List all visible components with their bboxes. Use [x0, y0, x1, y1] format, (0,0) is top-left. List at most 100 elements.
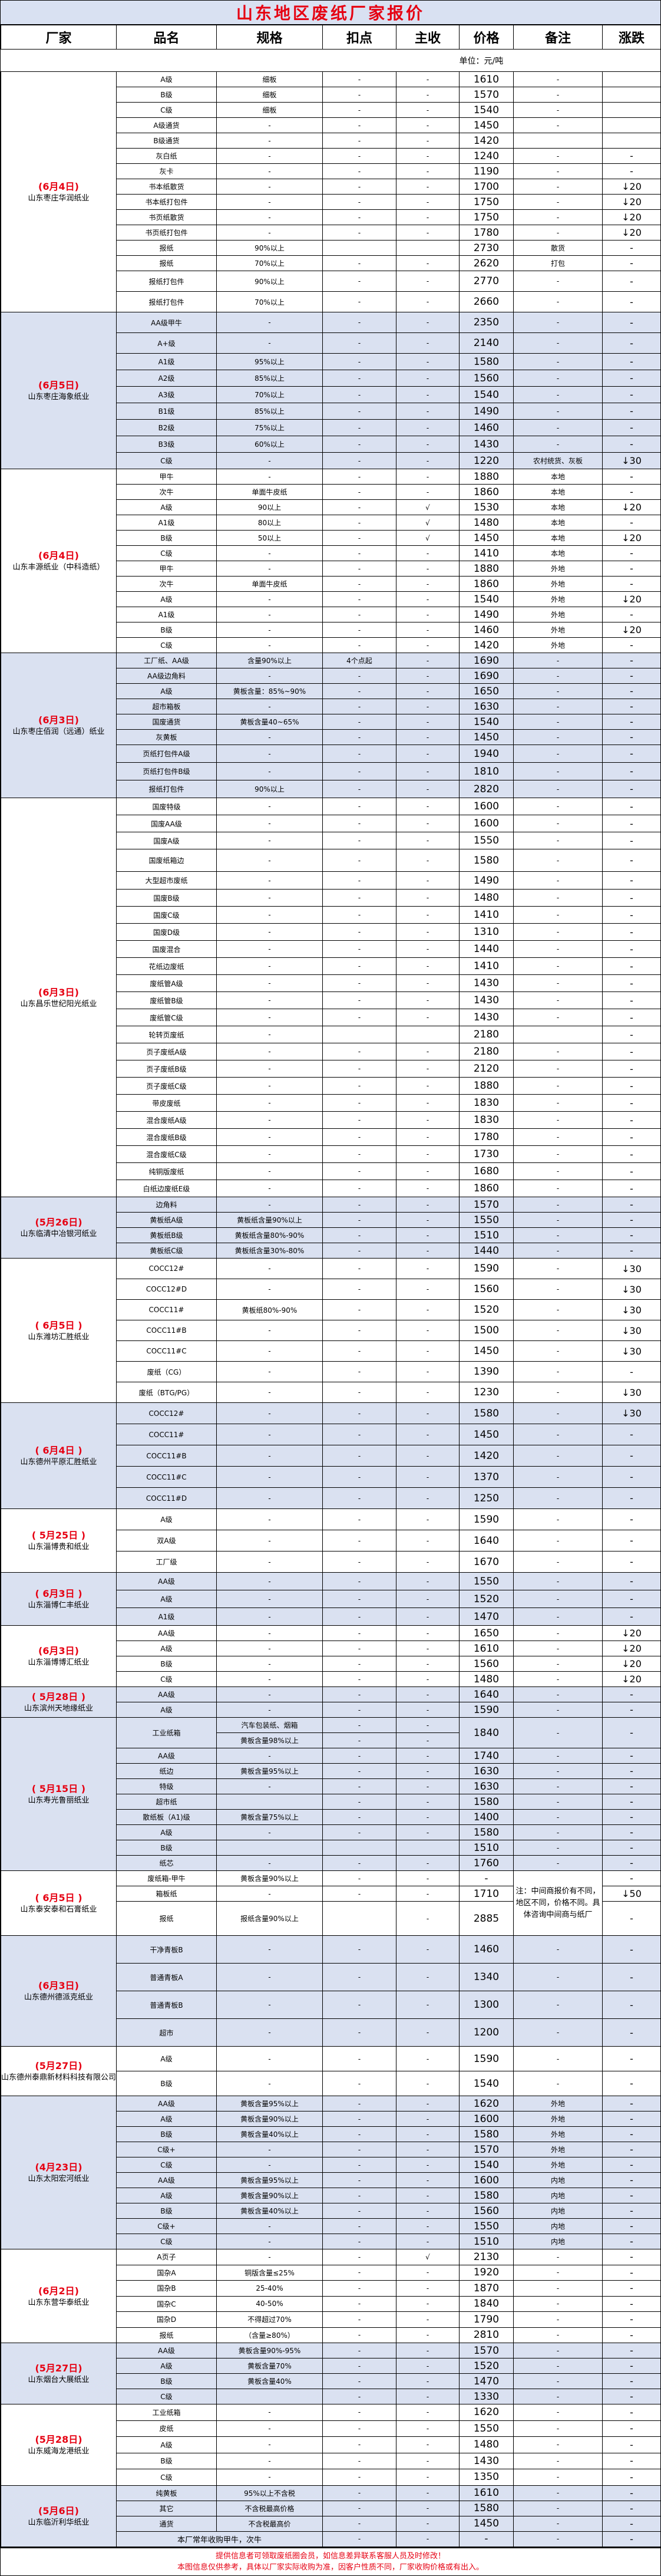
- spec: -: [216, 2142, 323, 2157]
- product-name: 国废A级: [116, 832, 217, 849]
- deduction: -: [322, 255, 396, 271]
- factory-cell: (5月26日) 山东临清中冶银河纸业: [1, 1197, 117, 1259]
- table-row: COCC11# 黄板纸80%-90% - -1520- ↓30: [1, 1299, 661, 1320]
- price: 1690: [459, 653, 514, 668]
- main-purchase: -: [396, 798, 460, 815]
- price-change: -: [602, 2249, 661, 2265]
- product-name: 纯铜版废纸: [116, 1162, 217, 1180]
- price: 1480: [459, 1671, 514, 1687]
- price: 1580: [459, 2188, 514, 2203]
- price-change: -: [602, 271, 661, 292]
- deduction: -: [322, 2046, 396, 2071]
- main-purchase: -: [396, 1077, 460, 1095]
- table-row: 次牛 单面牛皮纸 - -1860 本地 -: [1, 484, 661, 500]
- header-note: 备注: [513, 25, 603, 50]
- product-name: COCC11#D: [116, 1487, 217, 1509]
- price-change: -: [602, 1227, 661, 1243]
- product-name: 普通青板B: [116, 1991, 217, 2019]
- main-purchase: -: [396, 1732, 460, 1748]
- note: -: [513, 2420, 603, 2437]
- main-purchase: -: [396, 1009, 460, 1026]
- table-row: 国杂A 铜版含量≤25% - -1920- -: [1, 2264, 661, 2281]
- note: -: [513, 179, 603, 195]
- product-name: C级: [116, 2469, 217, 2486]
- price-change: -: [602, 1763, 661, 1779]
- deduction: -: [322, 1732, 396, 1748]
- table-row: 大型超市废纸 - - -1490- -: [1, 871, 661, 890]
- deduction: -: [322, 2157, 396, 2173]
- deduction: -: [322, 2531, 396, 2547]
- factory-cell: (5月28日) 山东威海龙港纸业: [1, 2404, 117, 2486]
- spec: 黄板含量95%以上: [216, 1763, 323, 1779]
- note: -: [513, 2389, 603, 2404]
- product-name: COCC11#B: [116, 1445, 217, 1467]
- deduction: [322, 240, 396, 256]
- note: 外地: [513, 2111, 603, 2127]
- note: -: [513, 1991, 603, 2019]
- price-change: -: [602, 370, 661, 387]
- spec: -: [216, 745, 323, 763]
- deduction: -: [322, 2404, 396, 2421]
- main-purchase: -: [396, 353, 460, 370]
- factory-name: 山东枣庄海象纸业: [28, 393, 90, 401]
- main-purchase: -: [396, 1424, 460, 1445]
- spec: -: [216, 1320, 323, 1341]
- main-purchase: -: [396, 2111, 460, 2127]
- main-purchase: [396, 1840, 460, 1856]
- spec: -: [216, 148, 323, 164]
- deduction: -: [322, 815, 396, 832]
- note: -: [513, 1145, 603, 1163]
- deduction: -: [322, 2018, 396, 2047]
- deduction: -: [322, 561, 396, 577]
- spec: 黄板纸含量90%以上: [216, 1212, 323, 1228]
- spec: 不含税最高价格: [216, 2500, 323, 2516]
- deduction: -: [322, 2343, 396, 2358]
- main-purchase: -: [396, 1361, 460, 1382]
- main-purchase: -: [396, 1607, 460, 1626]
- spec: -: [216, 2071, 323, 2096]
- price: 2885: [459, 1901, 514, 1936]
- price-change: -: [602, 515, 661, 531]
- deduction: -: [322, 1671, 396, 1687]
- main-purchase: -: [396, 1991, 460, 2019]
- product-name: 甲牛: [116, 469, 217, 485]
- spec: -: [216, 637, 323, 653]
- spec: 25-40%: [216, 2280, 323, 2297]
- deduction: -: [322, 798, 396, 815]
- table-row: 页纸打包件B级 - - -1810- -: [1, 762, 661, 780]
- price-change: -: [602, 991, 661, 1009]
- product-name: 普通青板A: [116, 1963, 217, 1991]
- spec: -: [216, 163, 323, 179]
- table-row: B级 黄板含量40%以上 - -1560 内地 -: [1, 2203, 661, 2219]
- price-change: -: [602, 2188, 661, 2203]
- header-main: 主收: [396, 25, 460, 50]
- price-change: ↓30: [602, 1299, 661, 1320]
- note: -: [513, 1748, 603, 1764]
- main-purchase: -: [396, 974, 460, 992]
- spec: -: [216, 849, 323, 872]
- deduction: -: [322, 1508, 396, 1530]
- spec: -: [216, 1487, 323, 1509]
- product-name: 黄板纸A级: [116, 1212, 217, 1228]
- price: 1400: [459, 1809, 514, 1825]
- price: 1530: [459, 499, 514, 515]
- price-change: ↓50: [602, 1886, 661, 1902]
- quote-date: (6月3日): [38, 1645, 79, 1656]
- note: -: [513, 1855, 603, 1871]
- product-name: 混合废纸B级: [116, 1128, 217, 1146]
- spec: -: [216, 1641, 323, 1656]
- table-row: 报纸 （含量≥80%） - -2810- -: [1, 2327, 661, 2343]
- price: 1330: [459, 2389, 514, 2404]
- unit-row: 单位：元/吨: [1, 49, 661, 72]
- main-purchase: -: [396, 1243, 460, 1259]
- price-change: -: [602, 2389, 661, 2404]
- note: 散货: [513, 240, 603, 256]
- note: -: [513, 353, 603, 370]
- price-change: -: [602, 2452, 661, 2469]
- price-change: -: [602, 1466, 661, 1488]
- price-change: -: [602, 1026, 661, 1043]
- footer-notice: 提供信息者可领取废纸圈会员，如信息差异联系客服人员及时修改！ 本图信息仅供参考，…: [1, 2547, 660, 2575]
- main-purchase: -: [396, 2515, 460, 2532]
- main-purchase: -: [396, 2096, 460, 2111]
- note: -: [513, 1445, 603, 1467]
